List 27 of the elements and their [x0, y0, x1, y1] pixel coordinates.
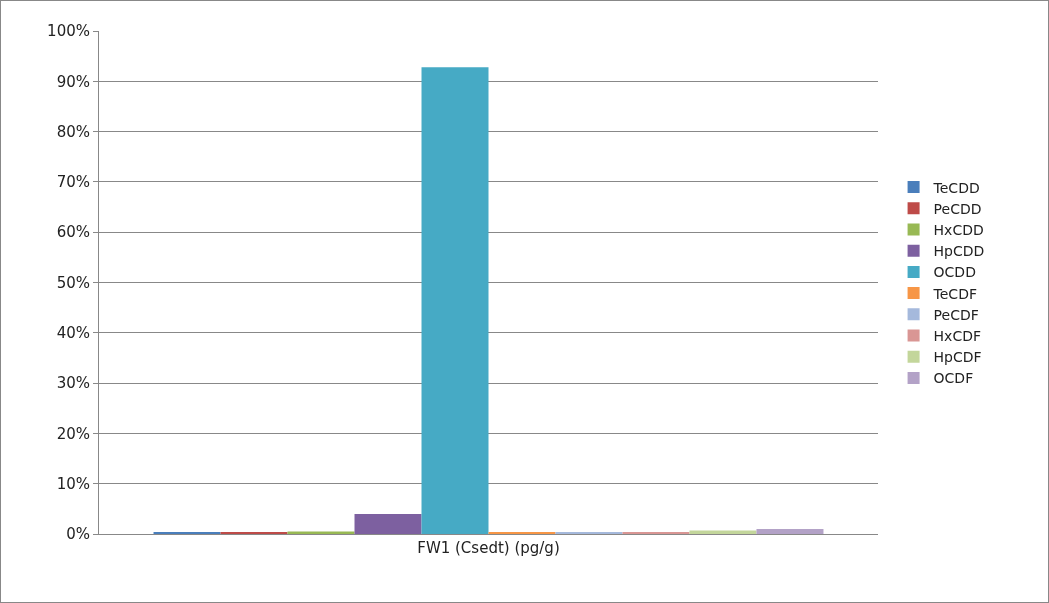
x-tick-label: FW1 (Csedt) (pg/g) [417, 539, 560, 557]
legend-label: HxCDD [933, 221, 984, 238]
bar [756, 528, 824, 534]
y-tick-label: 90% [56, 72, 90, 91]
legend-label: HpCDF [933, 349, 982, 366]
y-tick-label: 40% [56, 324, 90, 343]
legend-label: HxCDF [933, 327, 981, 344]
legend-label: TeCDF [932, 285, 977, 302]
bar [287, 531, 355, 534]
y-tick-label: 50% [56, 273, 90, 292]
y-tick-label: 100% [47, 22, 90, 41]
legend-label: TeCDD [932, 179, 980, 196]
y-tick-label: 70% [56, 173, 90, 192]
bar [421, 67, 489, 534]
y-tick-label: 20% [56, 424, 90, 443]
bar [689, 530, 757, 534]
legend-label: HpCDD [933, 243, 985, 260]
legend-label: PeCDF [933, 306, 979, 323]
y-tick-label: 60% [56, 223, 90, 242]
legend-label: OCDD [933, 264, 976, 281]
y-tick-label: 80% [56, 122, 90, 141]
bar [354, 513, 422, 534]
y-tick-label: 30% [56, 374, 90, 393]
y-tick-label: 0% [66, 525, 90, 544]
legend-label: OCDF [933, 370, 974, 387]
legend-label: PeCDD [933, 200, 982, 217]
y-tick-label: 10% [56, 474, 90, 493]
